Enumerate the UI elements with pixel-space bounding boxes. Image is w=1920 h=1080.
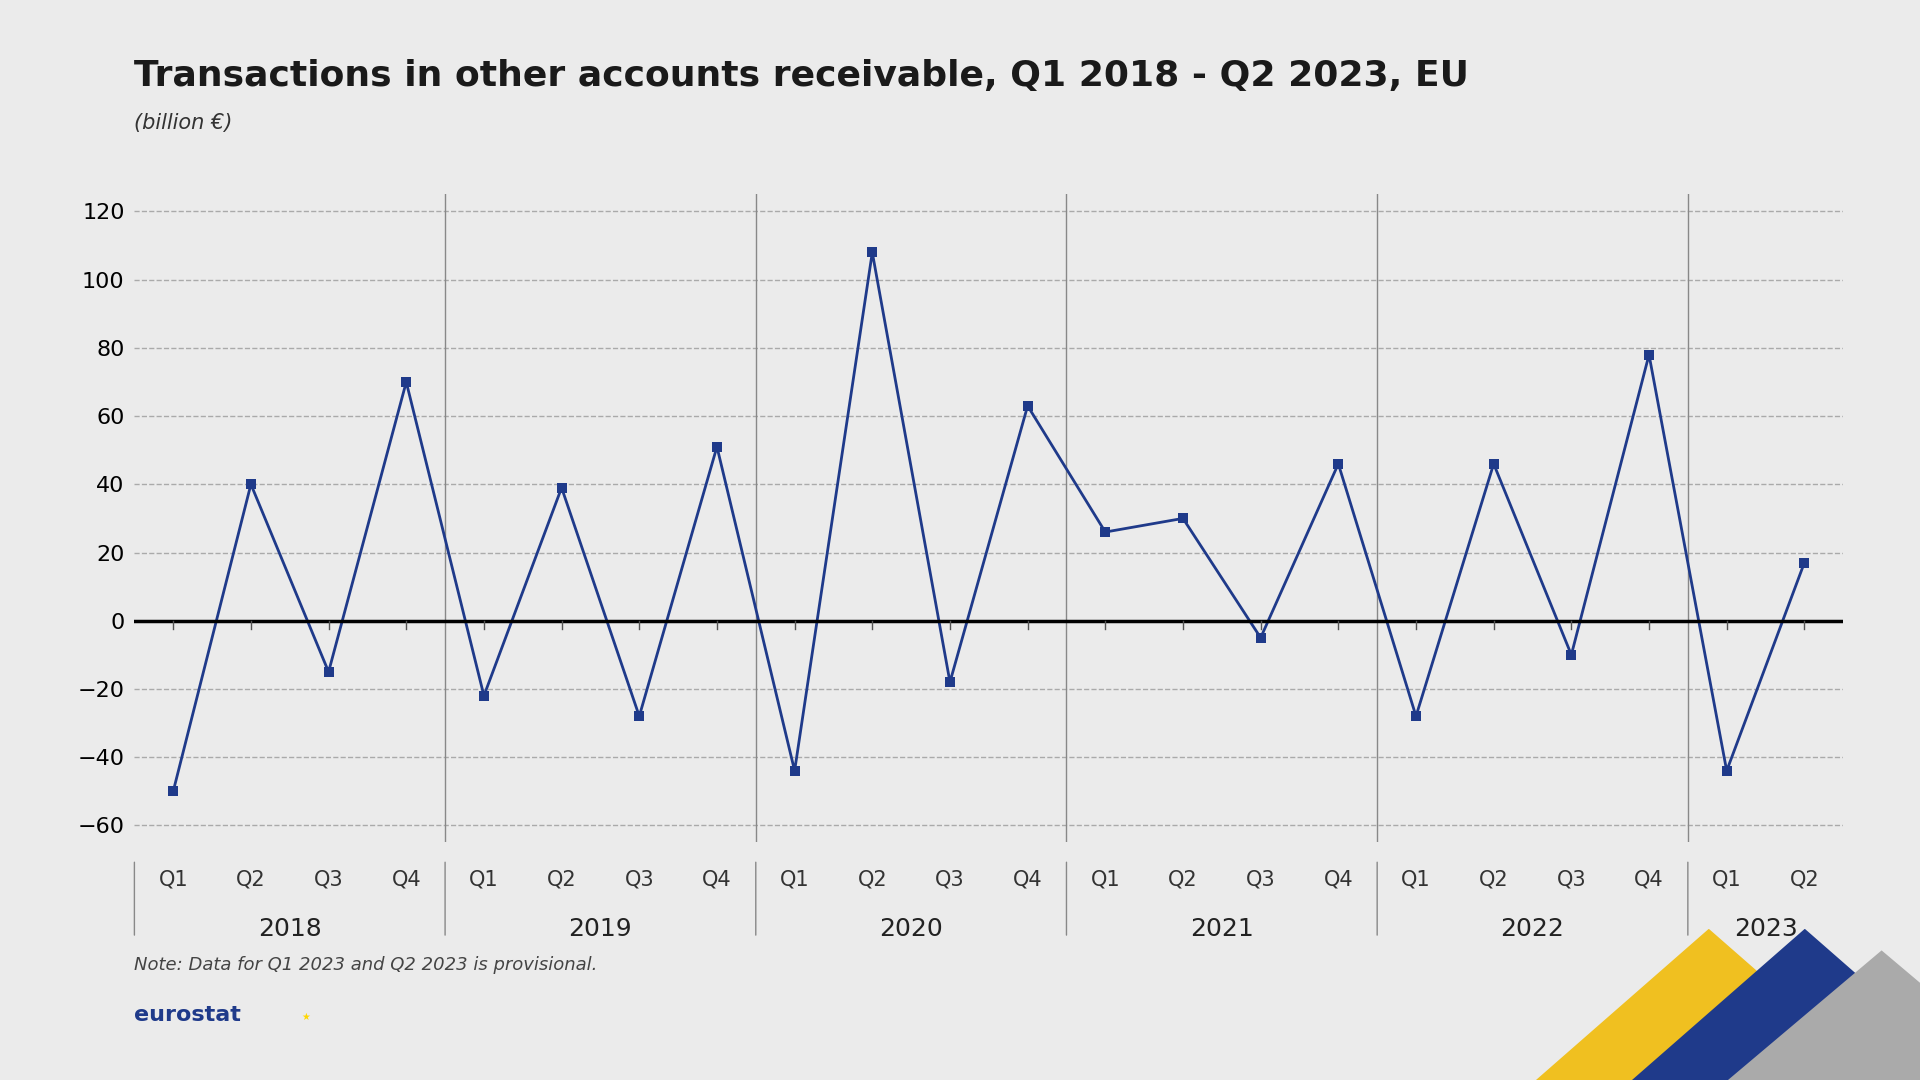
Text: 2021: 2021 (1190, 917, 1254, 942)
Text: Q1: Q1 (780, 869, 810, 890)
Text: Q4: Q4 (703, 869, 732, 890)
Text: Q3: Q3 (624, 869, 655, 890)
Text: Q4: Q4 (392, 869, 420, 890)
Text: Q2: Q2 (1167, 869, 1198, 890)
Text: 2020: 2020 (879, 917, 943, 942)
Text: Q4: Q4 (1634, 869, 1665, 890)
Text: 2018: 2018 (257, 917, 323, 942)
Text: Q2: Q2 (858, 869, 887, 890)
Text: Q4: Q4 (1323, 869, 1354, 890)
Text: Q2: Q2 (547, 869, 576, 890)
Text: 2019: 2019 (568, 917, 632, 942)
Polygon shape (1728, 950, 1920, 1080)
Text: Q3: Q3 (1557, 869, 1586, 890)
Text: Q3: Q3 (935, 869, 964, 890)
Text: Q2: Q2 (236, 869, 265, 890)
Text: Q1: Q1 (1713, 869, 1741, 890)
Text: Note: Data for Q1 2023 and Q2 2023 is provisional.: Note: Data for Q1 2023 and Q2 2023 is pr… (134, 956, 597, 974)
Text: Q1: Q1 (1402, 869, 1430, 890)
Text: 2022: 2022 (1501, 917, 1565, 942)
Text: (billion €): (billion €) (134, 113, 232, 134)
Text: Q1: Q1 (159, 869, 188, 890)
Text: ★: ★ (301, 1012, 309, 1023)
Text: eurostat: eurostat (134, 1005, 242, 1025)
Text: Transactions in other accounts receivable, Q1 2018 - Q2 2023, EU: Transactions in other accounts receivabl… (134, 59, 1469, 93)
Polygon shape (1536, 929, 1882, 1080)
Text: Q4: Q4 (1014, 869, 1043, 890)
Text: 2023: 2023 (1734, 917, 1797, 942)
Text: Q1: Q1 (468, 869, 499, 890)
Text: Q2: Q2 (1478, 869, 1509, 890)
Text: Q2: Q2 (1789, 869, 1818, 890)
Text: Q3: Q3 (1246, 869, 1275, 890)
Text: Q1: Q1 (1091, 869, 1119, 890)
Polygon shape (1632, 929, 1920, 1080)
Text: Q3: Q3 (313, 869, 344, 890)
